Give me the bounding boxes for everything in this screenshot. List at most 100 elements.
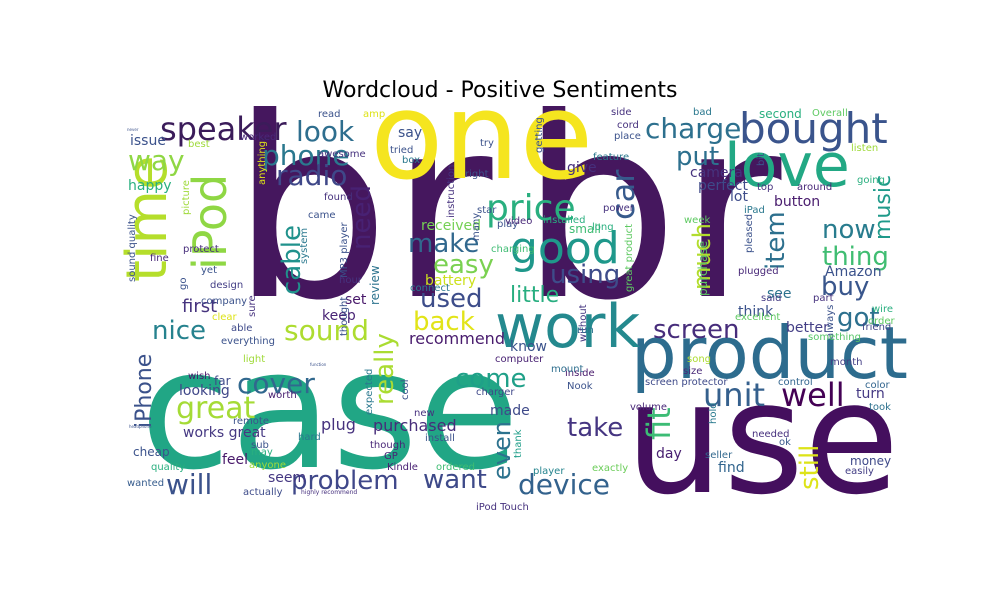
word-excellent: excellent xyxy=(735,312,780,323)
word-way: way xyxy=(128,144,185,177)
word-lot: lot xyxy=(730,189,748,205)
word-want: want xyxy=(423,465,487,495)
word-received: received xyxy=(421,218,481,234)
word-bad: bad xyxy=(693,107,712,118)
word-nook: Nook xyxy=(567,381,593,392)
word-need: need xyxy=(347,185,377,250)
word-getting: getting xyxy=(534,117,545,153)
word-charge: charge xyxy=(645,112,741,145)
word-amp: amp xyxy=(363,109,385,120)
word-place: place xyxy=(614,131,641,142)
word-installed: installed xyxy=(543,215,585,226)
word-sub: sub xyxy=(251,440,269,451)
word-hour: hour xyxy=(339,275,363,286)
word-right: right xyxy=(465,169,489,180)
word-perfect: perfect xyxy=(698,178,748,194)
word-design: design xyxy=(210,280,243,291)
word-new: new xyxy=(414,408,435,419)
word-install: install xyxy=(425,433,455,444)
word-company: company xyxy=(201,296,247,307)
word-charging: charging xyxy=(491,244,535,255)
word-feel: feel xyxy=(222,452,248,468)
word-back: back xyxy=(413,307,475,337)
word-color: color xyxy=(865,380,891,391)
word-video: video xyxy=(505,216,532,227)
word-best: best xyxy=(188,139,210,150)
word-unit: unit xyxy=(703,376,765,414)
word-phone: phone xyxy=(262,139,350,172)
word-battery: battery xyxy=(425,273,476,289)
word-function: function xyxy=(310,362,327,367)
word-know: know xyxy=(510,339,547,355)
word-screen: screen xyxy=(653,315,739,345)
word-worth: worth xyxy=(268,390,297,401)
word-always: always xyxy=(825,305,836,339)
word-purchase: purchase xyxy=(696,241,710,296)
word-set: set xyxy=(345,292,367,308)
word-size: size xyxy=(683,366,702,377)
word-read: read xyxy=(318,109,341,120)
word-really: really xyxy=(370,333,400,405)
word-remote: remote xyxy=(233,416,269,427)
word-feature: feature xyxy=(593,152,629,163)
word-works-great: works great xyxy=(183,425,266,441)
word-great: great xyxy=(176,391,256,426)
word-bought: bought xyxy=(739,104,888,153)
word-computer: computer xyxy=(495,354,544,365)
word-cord: cord xyxy=(617,120,639,131)
word-purchased: purchased xyxy=(373,416,457,435)
word-small: small xyxy=(569,222,601,236)
word-side: side xyxy=(611,107,632,118)
word-case: case xyxy=(140,314,519,506)
word-quality: quality xyxy=(151,462,185,473)
word-bit: bit xyxy=(756,153,767,166)
word-cover: cover xyxy=(237,367,315,400)
word-speaker: speaker xyxy=(160,110,287,148)
word-said: said xyxy=(761,293,781,304)
word-find: find xyxy=(718,460,745,476)
word-charger: charger xyxy=(476,387,515,398)
word-day: day xyxy=(656,446,682,462)
word-cheap: cheap xyxy=(133,445,170,459)
word-try: try xyxy=(480,138,494,149)
word-wish: wish xyxy=(188,371,211,382)
word-actually: actually xyxy=(243,487,283,498)
word-buy: buy xyxy=(821,272,869,302)
word-able: able xyxy=(231,323,252,334)
word-though: though xyxy=(370,440,405,451)
word-exactly: exactly xyxy=(592,463,628,474)
word-love: love xyxy=(724,131,850,201)
word-say: say xyxy=(398,125,422,141)
word-may: may xyxy=(251,447,273,458)
word-problem: problem xyxy=(291,466,399,496)
word-easy: easy xyxy=(433,250,494,280)
word-seem: seem xyxy=(268,470,306,486)
word-mount: mount xyxy=(551,364,584,375)
word-work: work xyxy=(495,292,640,362)
word-come: come xyxy=(455,364,527,394)
word-wire: wire xyxy=(872,304,893,315)
word-used: used xyxy=(420,284,483,314)
word-long: long xyxy=(592,222,614,233)
word-everything: everything xyxy=(221,336,275,347)
word-using: using xyxy=(550,260,620,290)
word-worked: worked xyxy=(240,132,276,143)
word-turn: turn xyxy=(856,386,885,402)
word-item: item xyxy=(761,211,791,270)
word-awesome: awesome xyxy=(318,149,366,160)
word-ok: ok xyxy=(779,437,791,448)
word-sound: sound xyxy=(284,314,369,347)
word-little: little xyxy=(510,283,559,308)
word-thing: thing xyxy=(822,242,889,272)
word-top: top xyxy=(757,182,773,193)
word-expected: expected xyxy=(364,369,375,415)
word-instruction: instruction xyxy=(446,165,457,218)
word-give: give xyxy=(567,160,597,176)
word-fit: fit xyxy=(640,407,678,440)
word-got: got xyxy=(837,303,880,333)
word-headphone: headphone xyxy=(129,424,152,429)
word-connect: connect xyxy=(410,283,450,294)
word-anything: anything xyxy=(257,141,268,185)
word-sound-quality: sound quality xyxy=(127,214,138,282)
word-see: see xyxy=(767,286,792,302)
